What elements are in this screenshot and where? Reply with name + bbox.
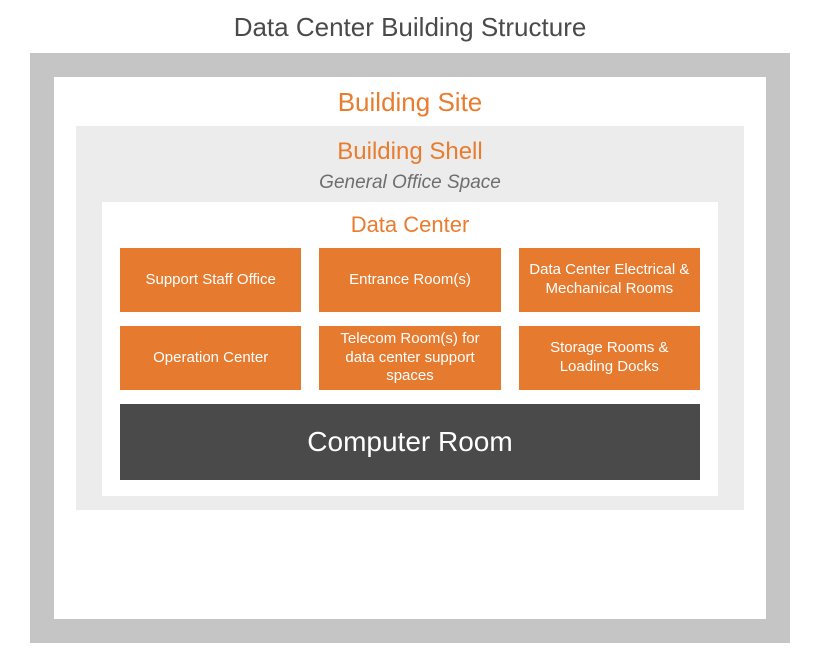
building-shell-box: Building Shell General Office Space Data…	[76, 126, 744, 510]
room-operation-center: Operation Center	[120, 326, 301, 390]
rooms-grid: Support Staff Office Entrance Room(s) Da…	[120, 248, 700, 390]
data-center-label: Data Center	[120, 210, 700, 248]
general-office-label: General Office Space	[76, 168, 744, 202]
room-storage-loading: Storage Rooms & Loading Docks	[519, 326, 700, 390]
room-electrical-mechanical: Data Center Electrical & Mechanical Room…	[519, 248, 700, 312]
computer-room: Computer Room	[120, 404, 700, 480]
building-shell-label: Building Shell	[76, 134, 744, 168]
diagram-title: Data Center Building Structure	[0, 0, 820, 53]
data-center-box: Data Center Support Staff Office Entranc…	[102, 202, 718, 496]
room-telecom: Telecom Room(s) for data center support …	[319, 326, 500, 390]
room-entrance: Entrance Room(s)	[319, 248, 500, 312]
building-site-label: Building Site	[54, 77, 766, 126]
room-support-staff: Support Staff Office	[120, 248, 301, 312]
building-site-frame: Building Site Building Shell General Off…	[30, 53, 790, 643]
